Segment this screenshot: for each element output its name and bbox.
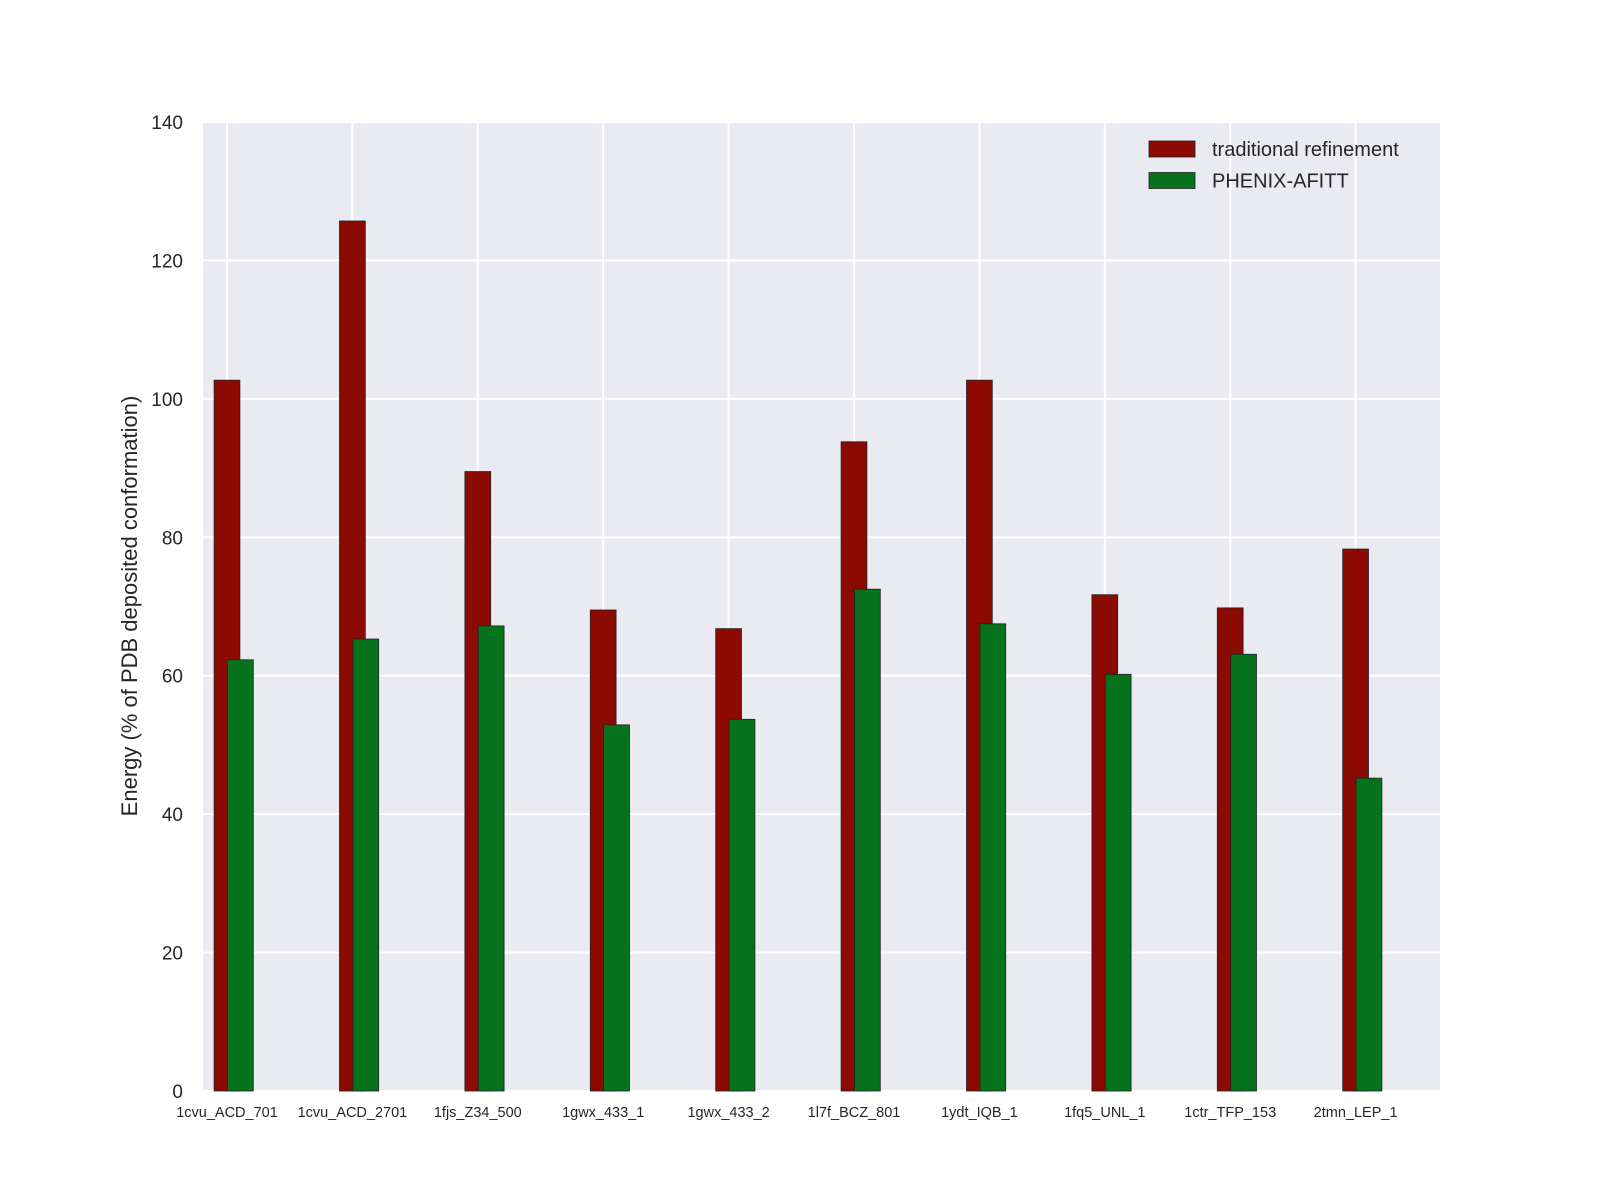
x-tick-label: 2tmn_LEP_1: [1314, 1105, 1398, 1121]
legend-label: PHENIX-AFITT: [1212, 171, 1349, 193]
x-tick-label: 1fq5_UNL_1: [1064, 1105, 1145, 1121]
x-tick-label: 1cvu_ACD_2701: [298, 1105, 408, 1121]
x-tick-label: 1gwx_433_2: [687, 1105, 769, 1121]
y-tick-label: 40: [162, 805, 183, 826]
x-tick-label: 1cvu_ACD_701: [176, 1105, 278, 1121]
bar-phenix-afitt: [1230, 653, 1257, 1092]
y-tick-label: 0: [172, 1082, 183, 1103]
x-tick-label: 1fjs_Z34_500: [434, 1105, 522, 1121]
x-tick-label: 1ydt_IQB_1: [941, 1105, 1018, 1121]
legend-label: traditional refinement: [1212, 139, 1399, 161]
y-tick-label: 100: [151, 390, 183, 411]
bar-phenix-afitt: [854, 588, 881, 1092]
y-tick-label: 80: [162, 528, 183, 549]
y-tick-labels: 0 20 40 60 80 100 120 140: [151, 113, 183, 1103]
x-tick-label: 1ctr_TFP_153: [1184, 1105, 1276, 1121]
bars: [213, 220, 1383, 1092]
bar-phenix-afitt: [1355, 777, 1383, 1092]
y-tick-label: 120: [151, 251, 183, 272]
y-axis-label: Energy (% of PDB deposited conformation): [117, 396, 142, 817]
x-tick-label: 1l7f_BCZ_801: [808, 1105, 901, 1121]
bar-phenix-afitt: [477, 625, 505, 1092]
y-tick-label: 20: [162, 944, 183, 965]
bar-phenix-afitt: [227, 659, 254, 1092]
y-tick-label: 140: [151, 113, 183, 134]
y-tick-label: 60: [162, 667, 183, 688]
bar-phenix-afitt: [1104, 673, 1132, 1092]
bar-phenix-afitt: [979, 623, 1007, 1092]
legend-swatch: [1148, 172, 1196, 189]
legend-swatch: [1148, 140, 1196, 158]
bar-phenix-afitt: [728, 718, 756, 1092]
legend: traditional refinement PHENIX-AFITT: [1148, 139, 1399, 193]
bar-phenix-afitt: [352, 638, 380, 1092]
x-tick-labels: 1cvu_ACD_701 1cvu_ACD_2701 1fjs_Z34_500 1gw…: [176, 1105, 1397, 1121]
x-tick-label: 1gwx_433_1: [562, 1105, 644, 1121]
bar-phenix-afitt: [603, 724, 630, 1092]
